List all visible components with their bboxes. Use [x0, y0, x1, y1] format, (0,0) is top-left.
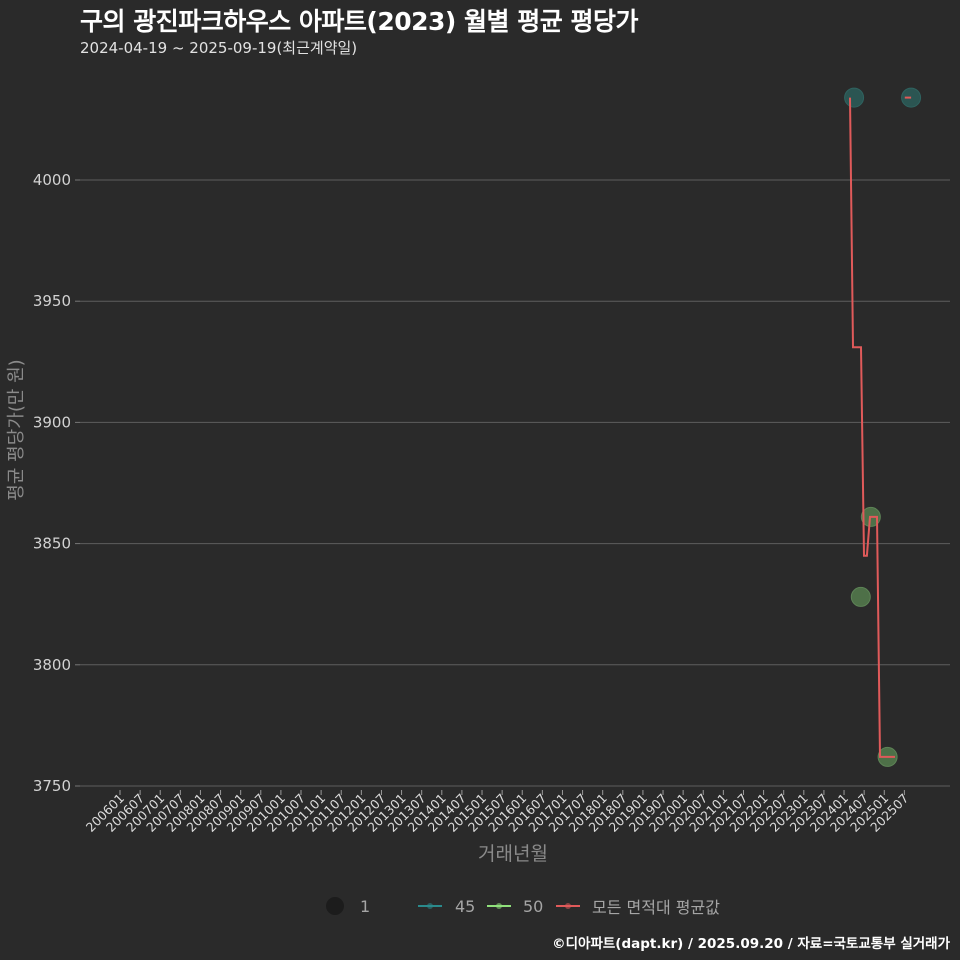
y-tick-label: 3800 — [33, 656, 71, 674]
x-axis-title: 거래년월 — [478, 843, 548, 865]
legend-label-50: 50 — [523, 896, 544, 916]
legend-line-icon-average — [556, 895, 580, 917]
legend-item-45[interactable]: 45 — [418, 895, 475, 917]
legend-line-icon-45 — [418, 895, 442, 917]
y-tick-label: 3750 — [33, 777, 71, 795]
legend-size-label: 1 — [360, 896, 371, 916]
chart-subtitle: 2024-04-19 ~ 2025-09-19(최근계약일) — [80, 39, 358, 57]
y-axis: 3750 3800 3850 3900 3950 4000 — [33, 171, 80, 795]
average-line — [849, 97, 895, 758]
y-tick-label: 3950 — [33, 292, 71, 310]
gridlines — [80, 179, 950, 787]
y-axis-title: 평균 평당가(만 원) — [6, 359, 27, 500]
x-axis: 2006012006072007012007072008012008072009… — [83, 790, 911, 835]
data-point-45[interactable] — [844, 87, 865, 108]
data-series — [844, 87, 922, 767]
legend-label-45: 45 — [455, 896, 476, 916]
legend-label-average: 모든 면적대 평균값 — [592, 898, 720, 917]
legend-line-icon-50 — [487, 895, 511, 917]
y-tick-label: 3850 — [33, 535, 71, 553]
chart-title: 구의 광진파크하우스 아파트(2023) 월별 평균 평당가 — [80, 7, 638, 36]
y-tick-label: 3900 — [33, 413, 71, 431]
data-point-50[interactable] — [850, 586, 871, 607]
legend-size: 1 — [326, 895, 370, 917]
legend-item-average[interactable]: 모든 면적대 평균값 — [556, 895, 720, 917]
y-tick-label: 4000 — [33, 171, 71, 189]
legend-size-dot-icon — [326, 897, 344, 915]
source-caption: ©디아파트(dapt.kr) / 2025.09.20 / 자료=국토교통부 실… — [552, 936, 950, 952]
legend-item-50[interactable]: 50 — [487, 895, 543, 917]
